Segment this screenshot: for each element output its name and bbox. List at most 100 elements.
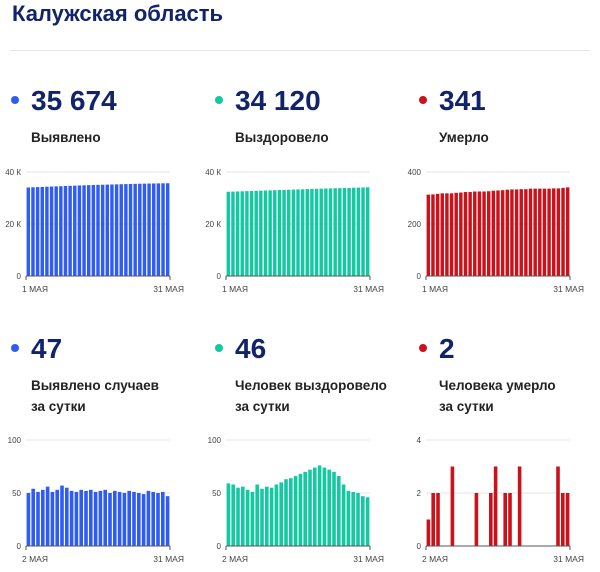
bar: [282, 189, 286, 276]
bar: [426, 519, 431, 546]
bar: [538, 188, 542, 276]
bar: [128, 183, 133, 276]
bar: [147, 183, 151, 276]
bar: [114, 184, 119, 276]
bar: [463, 192, 468, 276]
bar: [45, 486, 50, 546]
bar: [89, 489, 93, 546]
bar: [519, 189, 523, 276]
bar: [240, 191, 244, 276]
bar: [40, 186, 44, 276]
bar: [552, 188, 556, 276]
stat-label: Выздоровело: [235, 127, 410, 148]
bar: [100, 184, 105, 276]
bar: [524, 189, 528, 276]
bar: [96, 184, 100, 276]
bar: [235, 191, 240, 276]
bar: [454, 192, 458, 276]
bar: [146, 490, 151, 546]
bar: [226, 191, 231, 276]
stat-label: Умерло: [439, 127, 600, 148]
bar: [231, 191, 235, 276]
x-tick-label: 31 МАЯ: [353, 554, 384, 564]
bar: [459, 192, 463, 276]
bar: [450, 466, 455, 546]
bar: [289, 478, 293, 546]
stat-label-line: Выздоровело: [235, 130, 329, 145]
bar: [260, 488, 264, 546]
bar: [73, 185, 77, 276]
chart-confirmed-total: 0 20 К 40 К 1 МАЯ 31 МАЯ: [5, 168, 184, 294]
y-tick-label: 0: [217, 272, 222, 281]
y-tick-label: 100: [8, 436, 22, 445]
stat-label-line: Умерло: [439, 130, 489, 145]
bar: [249, 190, 254, 276]
y-tick-label: 20 К: [5, 220, 21, 229]
bar: [226, 483, 231, 546]
legend-dot-icon: [11, 344, 19, 352]
bar: [263, 190, 268, 276]
bar: [231, 484, 235, 546]
bar: [561, 493, 565, 546]
stat-label: Человека умерло за сутки: [439, 375, 600, 417]
bar: [556, 466, 560, 546]
stat-label-line: за сутки: [31, 399, 86, 414]
x-tick-label: 1 МАЯ: [422, 284, 448, 294]
bar: [500, 190, 505, 276]
bar: [49, 186, 54, 276]
bar: [161, 183, 165, 276]
bar: [489, 493, 493, 546]
bar: [308, 469, 312, 546]
bar: [293, 476, 298, 546]
x-tick-label: 31 МАЯ: [553, 284, 584, 294]
bar: [347, 187, 351, 276]
legend-dot-icon: [11, 96, 19, 104]
bar: [365, 497, 370, 546]
bar: [84, 490, 88, 546]
bar: [50, 491, 55, 546]
bar: [68, 185, 72, 276]
stat-label: Выявлено: [31, 127, 206, 148]
bar: [542, 188, 547, 276]
bar: [291, 189, 296, 276]
bar: [60, 485, 64, 546]
bar: [110, 184, 114, 276]
bar: [286, 189, 291, 276]
stat-label-line: за сутки: [439, 399, 494, 414]
x-tick-label: 31 МАЯ: [353, 284, 384, 294]
stat-value: 2: [439, 333, 455, 364]
y-tick-label: 40 К: [5, 168, 21, 177]
bar: [41, 489, 45, 546]
bar: [547, 188, 551, 276]
legend-dot-icon: [215, 344, 223, 352]
chart-confirmed-daily: 0 50 100 2 МАЯ 31 МАЯ: [8, 436, 184, 564]
bar: [82, 185, 86, 276]
bar: [77, 185, 82, 276]
bar: [265, 486, 269, 546]
bar: [274, 484, 279, 546]
stat-value: 47: [31, 333, 63, 364]
bar: [440, 193, 444, 276]
bar: [119, 184, 123, 276]
chart-recovered-daily: 0 50 100 2 МАЯ 31 МАЯ: [208, 436, 384, 564]
bar: [124, 184, 128, 276]
bar: [314, 188, 319, 276]
bar: [142, 183, 147, 276]
bar: [259, 190, 263, 276]
y-tick-label: 50: [212, 489, 221, 498]
stat-value: 46: [235, 333, 267, 364]
bar: [26, 493, 31, 546]
bar: [141, 494, 146, 546]
bar: [561, 187, 565, 276]
y-tick-label: 0: [417, 272, 422, 281]
bar: [435, 193, 440, 276]
x-tick-label: 2 МАЯ: [422, 554, 448, 564]
bar: [127, 490, 131, 546]
chart-deaths-daily: 0 2 4 2 МАЯ 31 МАЯ: [417, 436, 584, 564]
bar: [35, 187, 40, 276]
bar: [426, 194, 431, 276]
bar: [245, 191, 249, 276]
bar: [565, 187, 570, 276]
bar: [486, 191, 491, 276]
bar: [327, 469, 331, 546]
